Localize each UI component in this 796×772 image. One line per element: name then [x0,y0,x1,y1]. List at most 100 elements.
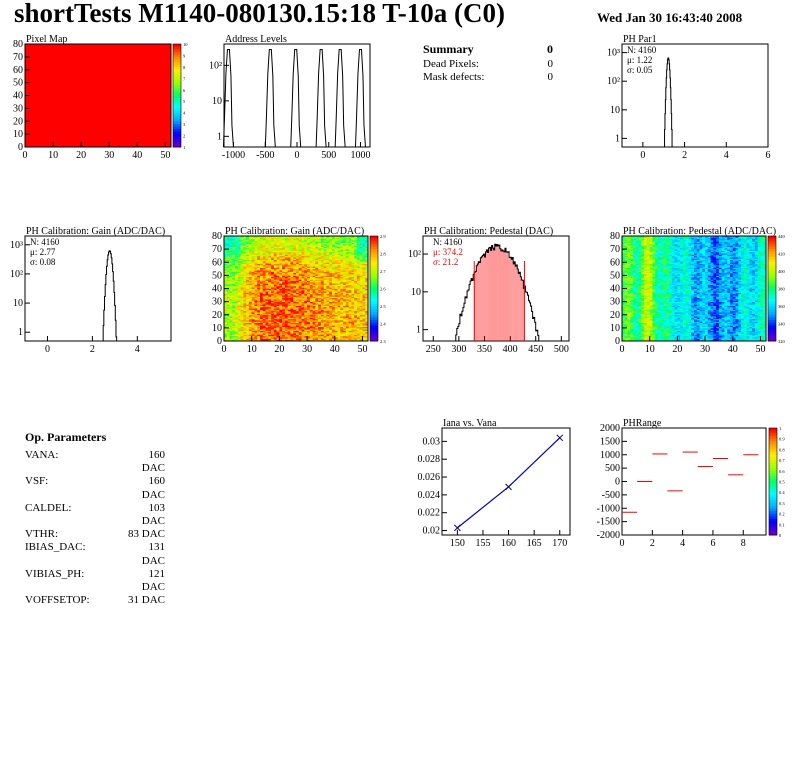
gain-map-cell [309,253,314,255]
gain-map-cell [309,270,314,272]
pedestal-histogram-frame [422,235,570,342]
gain-map-cell [279,276,283,279]
gain-map-cell [273,308,278,310]
gain-map-cell [332,283,336,285]
gain-map-cell [326,318,330,321]
gain-map-cell [326,238,330,241]
pedestal-map-cell [633,253,637,255]
gain-map-cell [257,301,261,304]
gain-map-cell [276,270,280,272]
gain-map-cell [284,295,289,297]
gain-map-cell [354,284,358,287]
gain-map-cell [260,246,264,249]
gain-map-cell [320,327,325,330]
gain-map-cell [359,296,363,299]
gain-map-cell [359,283,363,285]
gain-map-cell [232,333,236,335]
gain-map-cell [304,280,308,283]
gain-map-cell [235,300,239,303]
pedestal-map-cell [627,281,631,284]
gain-map-cell [262,283,266,285]
gain-map-cell [232,335,236,338]
pedestal-map-cell [624,281,628,284]
pedestal-map-cell [624,317,628,320]
gain-map-cell [279,308,283,310]
gain-map-cell [229,322,233,325]
gain-map-cell [320,275,325,278]
gain-map-cell [282,317,286,320]
gain-map-cell [354,243,358,246]
gain-map-cell [265,284,269,287]
pedestal-map-cell [638,334,642,337]
gain-map-cell [348,337,352,339]
gain-map-cell [237,313,242,316]
gain-map-cell [320,249,325,251]
gain-map-cell [343,323,347,326]
gain-map-cell [345,325,350,327]
gain-map-cell [254,284,258,287]
gain-map-cell [348,289,352,292]
gain-map-cell [246,320,250,322]
gain-map-cell [262,239,266,242]
pedestal-map-cell [630,337,634,339]
gain-map-cell [276,271,280,274]
gain-map-cell [251,247,255,250]
pedestal-map-cell [627,334,631,337]
gain-map-cell [271,257,275,259]
gain-map-cell [232,255,236,258]
gain-map-cell [237,255,242,258]
gain-map-cell [265,283,269,285]
gain-map-cell [365,330,369,333]
gain-map-cell [359,285,363,288]
gain-map-cell [334,280,338,283]
gain-map-cell [340,333,344,335]
gain-map-cell [262,262,266,264]
gain-map-cell [296,274,300,276]
gain-map-cell [343,331,347,334]
gain-map-cell [323,259,327,262]
gain-map-cell [348,281,352,284]
gain-map-cell [251,255,255,258]
gain-map-cell [235,304,239,306]
gain-map-cell [237,257,242,259]
gain-map-cell [304,331,308,334]
gain-map-cell [320,301,325,304]
gain-map-cell [290,288,294,291]
gain-map-cell [287,271,291,274]
gain-map-cell [257,268,261,271]
gain-map-cell [329,249,333,251]
gain-map-cell [320,238,325,241]
pedestal-map-cell [622,238,626,241]
gain-map-cell [301,312,305,314]
gain-map-cell [332,296,336,299]
gain-map-cell [329,304,333,306]
pedestal-map-cell [627,272,631,275]
gain-map-cell [287,320,291,322]
gain-map-cell [359,275,363,278]
gain-map-cell [235,325,239,327]
gain-map-cell [254,305,258,308]
pedestal-map-cell [624,310,628,313]
gain-map-cell [354,242,358,245]
gain-map-cell [312,316,316,318]
gain-map-cell [243,263,247,266]
gain-map-cell [265,250,269,253]
pedestal-map-cell [638,320,642,322]
pedestal-map-cell [627,238,631,241]
pedestal-stat: μ: 374.2 [433,247,463,257]
gain-map-cell [326,312,330,314]
gain-map-cell [329,310,333,313]
gain-map-cell [332,236,336,238]
gain-map-cell [251,270,255,272]
gain-map-cell [260,318,264,321]
ph-par1-title: PH Par1 [623,34,657,45]
gain-map-cell [257,335,261,338]
gain-map-cell [298,238,302,241]
gain-map-cell [262,255,266,258]
gain-map-palette-label: 2.7 [380,269,386,274]
gain-map-cell [340,293,344,296]
gain-map-cell [359,310,363,313]
gain-map-cell [326,236,330,238]
pedestal-map-cell [630,299,634,301]
gain-map-cell [318,297,322,300]
